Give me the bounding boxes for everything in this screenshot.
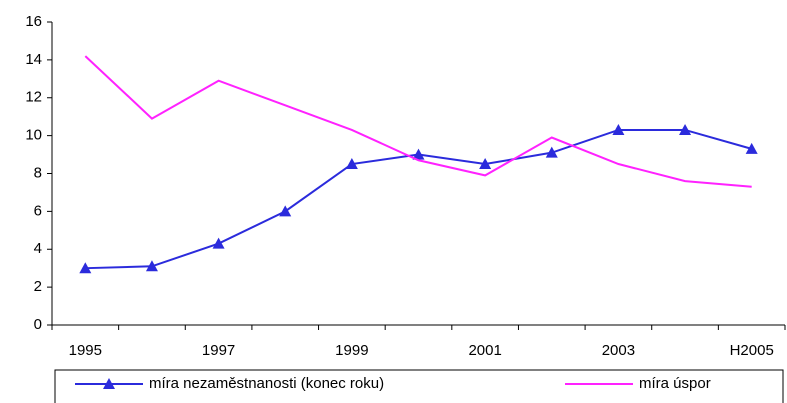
x-tick-label: 1995 [69,342,102,359]
y-tick-label: 2 [34,278,42,295]
x-tick-label: 2001 [468,342,501,359]
legend-marker [103,378,115,389]
y-tick-label: 8 [34,164,42,181]
legend-box [54,369,784,403]
x-tick-label: 2003 [602,342,635,359]
marker [679,123,692,135]
marker [545,146,558,158]
marker [345,158,358,170]
legend-label: míra úspor [639,375,711,392]
marker [412,148,425,160]
marker [479,158,492,170]
marker [612,123,625,135]
y-tick-label: 4 [34,240,42,257]
legend-label: míra nezaměstnanosti (konec roku) [149,375,384,392]
marker [279,205,292,217]
y-tick-label: 0 [34,316,42,333]
x-tick-label: 1999 [335,342,368,359]
marker [79,262,92,274]
marker [745,142,758,154]
y-tick-label: 12 [25,89,42,106]
x-tick-label: 1997 [202,342,235,359]
y-tick-label: 14 [25,51,42,68]
x-tick-label: H2005 [730,342,774,359]
marker [145,260,158,272]
marker [212,237,225,249]
series-line [84,55,752,188]
y-tick-label: 16 [25,13,42,30]
y-tick-label: 6 [34,202,42,219]
y-tick-label: 10 [25,127,42,144]
